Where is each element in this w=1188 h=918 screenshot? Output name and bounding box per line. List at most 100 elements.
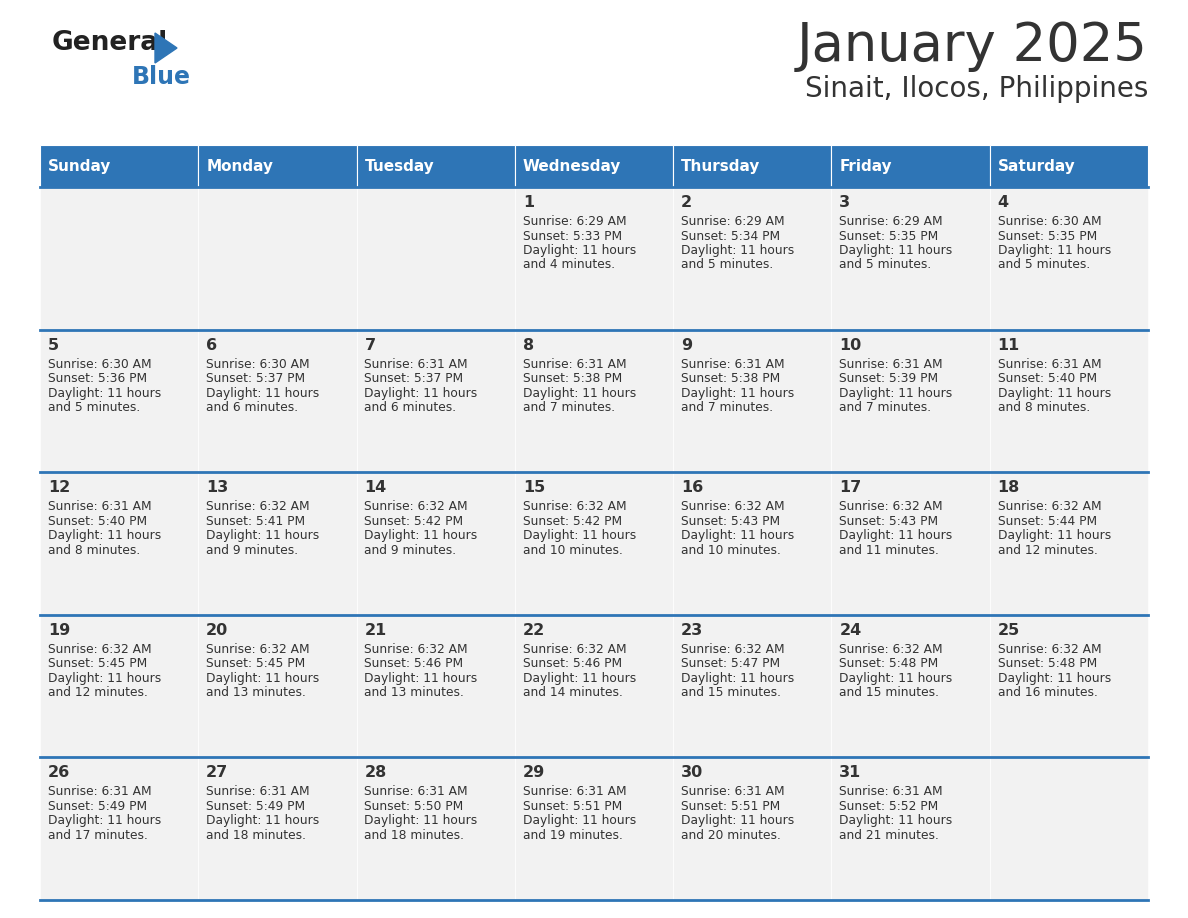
Text: and 6 minutes.: and 6 minutes.	[207, 401, 298, 414]
Text: Sunrise: 6:29 AM: Sunrise: 6:29 AM	[523, 215, 626, 228]
Bar	[990, 187, 1148, 330]
Text: Sunset: 5:49 PM: Sunset: 5:49 PM	[207, 800, 305, 813]
Text: Sunset: 5:48 PM: Sunset: 5:48 PM	[998, 657, 1097, 670]
Text: Sunrise: 6:32 AM: Sunrise: 6:32 AM	[681, 500, 785, 513]
Text: Friday: Friday	[840, 159, 892, 174]
Text: and 7 minutes.: and 7 minutes.	[840, 401, 931, 414]
Text: 13: 13	[207, 480, 228, 495]
Text: Daylight: 11 hours: Daylight: 11 hours	[48, 529, 162, 543]
Text: Daylight: 11 hours: Daylight: 11 hours	[681, 244, 795, 257]
Bar	[40, 615, 198, 757]
Text: Sunset: 5:40 PM: Sunset: 5:40 PM	[48, 515, 147, 528]
Text: 18: 18	[998, 480, 1019, 495]
Text: Sunrise: 6:32 AM: Sunrise: 6:32 AM	[48, 643, 152, 655]
Text: and 8 minutes.: and 8 minutes.	[998, 401, 1089, 414]
Text: Daylight: 11 hours: Daylight: 11 hours	[681, 386, 795, 399]
Text: Sunrise: 6:32 AM: Sunrise: 6:32 AM	[523, 500, 626, 513]
Text: 19: 19	[48, 622, 70, 638]
Text: Daylight: 11 hours: Daylight: 11 hours	[523, 386, 636, 399]
Text: Sunrise: 6:32 AM: Sunrise: 6:32 AM	[840, 500, 943, 513]
Bar	[514, 757, 674, 900]
Text: Daylight: 11 hours: Daylight: 11 hours	[48, 814, 162, 827]
Text: and 20 minutes.: and 20 minutes.	[681, 829, 781, 842]
Text: and 17 minutes.: and 17 minutes.	[48, 829, 147, 842]
Text: Daylight: 11 hours: Daylight: 11 hours	[840, 814, 953, 827]
Text: Daylight: 11 hours: Daylight: 11 hours	[840, 386, 953, 399]
Text: Sunrise: 6:30 AM: Sunrise: 6:30 AM	[998, 215, 1101, 228]
Text: and 12 minutes.: and 12 minutes.	[998, 543, 1098, 556]
Text: and 5 minutes.: and 5 minutes.	[681, 259, 773, 272]
Text: and 13 minutes.: and 13 minutes.	[365, 687, 465, 700]
Bar	[832, 472, 990, 615]
Text: 1: 1	[523, 195, 533, 210]
Text: Daylight: 11 hours: Daylight: 11 hours	[207, 386, 320, 399]
Bar	[832, 757, 990, 900]
Text: 9: 9	[681, 338, 693, 353]
Text: Sunset: 5:33 PM: Sunset: 5:33 PM	[523, 230, 621, 242]
Bar	[514, 472, 674, 615]
Bar	[514, 615, 674, 757]
Text: and 9 minutes.: and 9 minutes.	[207, 543, 298, 556]
Text: Daylight: 11 hours: Daylight: 11 hours	[365, 529, 478, 543]
Text: and 6 minutes.: and 6 minutes.	[365, 401, 456, 414]
Bar	[356, 757, 514, 900]
Text: Sunset: 5:34 PM: Sunset: 5:34 PM	[681, 230, 781, 242]
Text: 10: 10	[840, 338, 861, 353]
Bar	[356, 330, 514, 472]
Bar	[356, 145, 514, 187]
Bar	[832, 145, 990, 187]
Text: 4: 4	[998, 195, 1009, 210]
Text: Daylight: 11 hours: Daylight: 11 hours	[523, 672, 636, 685]
Text: Blue: Blue	[132, 65, 191, 89]
Text: and 16 minutes.: and 16 minutes.	[998, 687, 1098, 700]
Text: and 13 minutes.: and 13 minutes.	[207, 687, 307, 700]
Bar	[832, 187, 990, 330]
Bar	[198, 615, 356, 757]
Text: Daylight: 11 hours: Daylight: 11 hours	[998, 244, 1111, 257]
Text: Sunset: 5:42 PM: Sunset: 5:42 PM	[523, 515, 621, 528]
Text: 29: 29	[523, 766, 545, 780]
Bar	[356, 187, 514, 330]
Text: Daylight: 11 hours: Daylight: 11 hours	[207, 672, 320, 685]
Text: and 10 minutes.: and 10 minutes.	[681, 543, 781, 556]
Text: Daylight: 11 hours: Daylight: 11 hours	[48, 672, 162, 685]
Text: Sunset: 5:41 PM: Sunset: 5:41 PM	[207, 515, 305, 528]
Bar	[514, 145, 674, 187]
Text: Sunset: 5:45 PM: Sunset: 5:45 PM	[48, 657, 147, 670]
Text: Daylight: 11 hours: Daylight: 11 hours	[207, 529, 320, 543]
Text: Sunset: 5:36 PM: Sunset: 5:36 PM	[48, 372, 147, 385]
Text: Sunset: 5:37 PM: Sunset: 5:37 PM	[365, 372, 463, 385]
Text: Sunset: 5:47 PM: Sunset: 5:47 PM	[681, 657, 781, 670]
Text: Daylight: 11 hours: Daylight: 11 hours	[365, 672, 478, 685]
Text: and 15 minutes.: and 15 minutes.	[840, 687, 940, 700]
Bar	[40, 187, 198, 330]
Text: Sunset: 5:49 PM: Sunset: 5:49 PM	[48, 800, 147, 813]
Text: 12: 12	[48, 480, 70, 495]
Text: and 7 minutes.: and 7 minutes.	[523, 401, 615, 414]
Text: 31: 31	[840, 766, 861, 780]
Text: Daylight: 11 hours: Daylight: 11 hours	[998, 386, 1111, 399]
Text: Sunrise: 6:29 AM: Sunrise: 6:29 AM	[681, 215, 785, 228]
Bar	[40, 330, 198, 472]
Text: Daylight: 11 hours: Daylight: 11 hours	[998, 672, 1111, 685]
Text: Sunset: 5:50 PM: Sunset: 5:50 PM	[365, 800, 463, 813]
Bar	[990, 330, 1148, 472]
Text: Sunset: 5:52 PM: Sunset: 5:52 PM	[840, 800, 939, 813]
Text: 27: 27	[207, 766, 228, 780]
Text: Daylight: 11 hours: Daylight: 11 hours	[523, 529, 636, 543]
Text: and 14 minutes.: and 14 minutes.	[523, 687, 623, 700]
Bar	[40, 472, 198, 615]
Text: Sunrise: 6:31 AM: Sunrise: 6:31 AM	[840, 358, 943, 371]
Text: and 10 minutes.: and 10 minutes.	[523, 543, 623, 556]
Text: 17: 17	[840, 480, 861, 495]
Text: 26: 26	[48, 766, 70, 780]
Bar	[674, 615, 832, 757]
Text: Sunrise: 6:31 AM: Sunrise: 6:31 AM	[681, 358, 785, 371]
Text: Sunset: 5:43 PM: Sunset: 5:43 PM	[681, 515, 781, 528]
Text: Sunset: 5:40 PM: Sunset: 5:40 PM	[998, 372, 1097, 385]
Bar	[356, 615, 514, 757]
Text: Sunset: 5:46 PM: Sunset: 5:46 PM	[365, 657, 463, 670]
Text: Thursday: Thursday	[681, 159, 760, 174]
Text: Sunset: 5:48 PM: Sunset: 5:48 PM	[840, 657, 939, 670]
Bar	[832, 615, 990, 757]
